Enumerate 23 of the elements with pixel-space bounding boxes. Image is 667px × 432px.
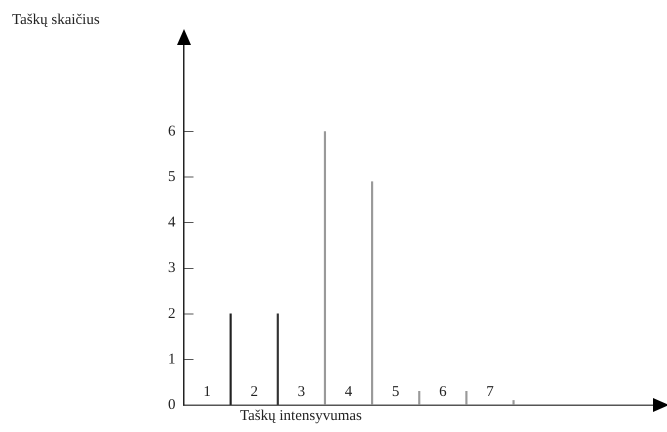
x-tick-label: 3 xyxy=(298,384,306,400)
bar xyxy=(418,391,420,405)
bar xyxy=(465,391,468,405)
x-tick-label: 7 xyxy=(486,384,494,400)
y-tick-label: 4 xyxy=(168,214,176,231)
x-tick-label: 4 xyxy=(344,384,353,400)
y-tick-label: 1 xyxy=(168,351,176,368)
bar xyxy=(230,314,232,405)
y-tick-label: 0 xyxy=(168,396,176,413)
y-tick-label: 2 xyxy=(168,306,176,322)
y-tick-label: 3 xyxy=(168,260,176,276)
bar xyxy=(276,314,279,405)
bar xyxy=(324,131,326,405)
y-tick-label: 5 xyxy=(168,169,176,186)
x-tick-label: 1 xyxy=(203,384,211,400)
y-axis-title: Taškų skaičius xyxy=(12,12,100,29)
bar xyxy=(371,181,374,405)
y-tick-label: 6 xyxy=(168,124,176,140)
x-tick-label: 2 xyxy=(250,384,258,400)
x-tick-label: 5 xyxy=(392,384,400,400)
bar xyxy=(512,400,515,405)
x-axis-title: Taškų intensyvumas xyxy=(240,408,362,425)
x-tick-label: 6 xyxy=(439,384,448,400)
